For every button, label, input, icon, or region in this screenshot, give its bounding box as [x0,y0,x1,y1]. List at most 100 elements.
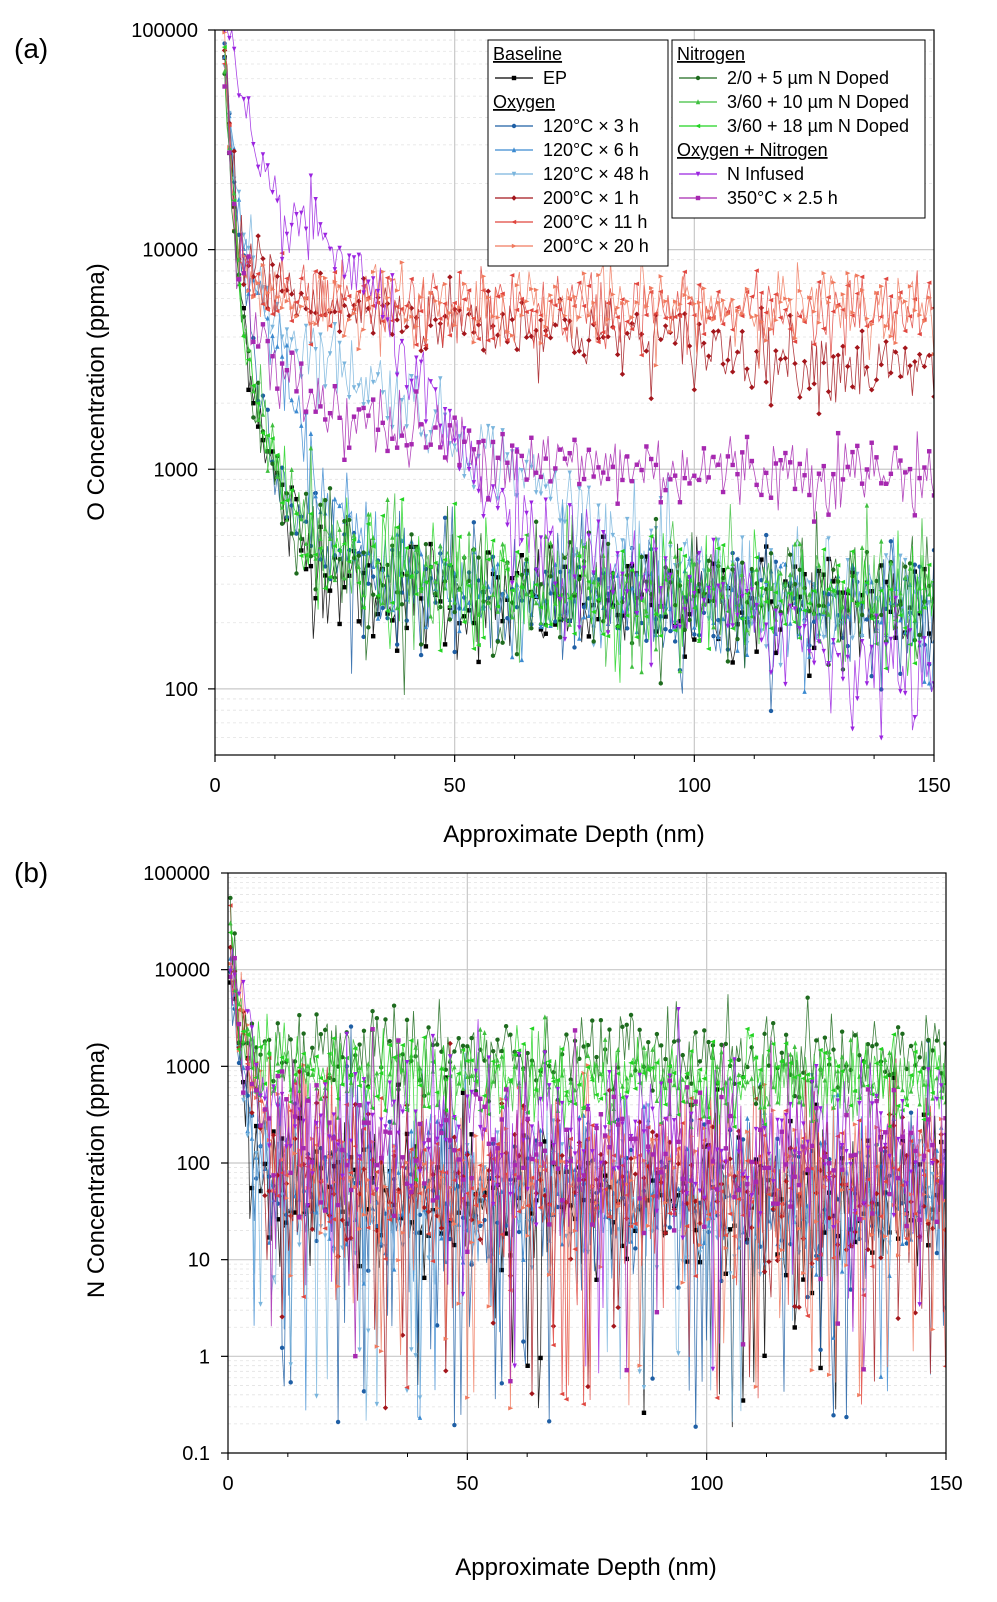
a-data-point-200-c-20-h [347,317,353,322]
b-data-point-3-60-18-m-n-doped [787,1060,793,1066]
b-data-point-3-60-10-m-n-doped [895,1083,901,1089]
a-data-point-120-c-48-h [577,485,582,491]
a-data-point-350-c-2-5-h [912,513,918,518]
a-data-point-ep [246,387,251,393]
a-data-point-3-60-18-m-n-doped [691,605,697,611]
a-data-point-2-0-5-m-n-doped [356,553,361,558]
b-data-point-350-c-2-5-h [271,1173,276,1178]
a-data-point-ep [313,596,318,601]
a-data-point-n-infused [289,222,294,228]
b-data-point-n-infused [814,1064,819,1070]
a-data-point-200-c-1-h [897,373,904,380]
a-data-point-2-0-5-m-n-doped [318,502,323,508]
a-data-point-350-c-2-5-h [490,439,496,445]
b-data-point-2-0-5-m-n-doped [900,1031,905,1037]
b-data-point-n-infused [555,1086,561,1092]
a-data-point-200-c-1-h [758,305,765,311]
a-data-point-3-60-18-m-n-doped [447,562,453,568]
b-data-point-3-60-18-m-n-doped [455,1071,461,1076]
a-data-point-200-c-11-h [840,307,846,312]
a-data-point-120-c-6-h [533,592,539,598]
b-data-point-350-c-2-5-h [930,1142,935,1148]
a-data-point-200-c-1-h [729,369,736,375]
b-data-point-120-c-48-h [516,1219,522,1225]
b-data-point-200-c-20-h [366,1177,372,1183]
a-data-point-ep [337,621,342,627]
a-data-point-350-c-2-5-h [855,443,860,449]
a-data-point-200-c-20-h [610,292,616,297]
b-data-point-200-c-11-h [766,1192,772,1197]
a-data-point-200-c-20-h [414,324,420,329]
b-data-point-3-60-10-m-n-doped [792,1044,797,1050]
b-y-tick-label: 10000 [154,960,210,982]
a-data-point-3-60-18-m-n-doped [442,557,448,562]
a-data-point-ep [711,561,716,566]
b-data-point-200-c-11-h [348,1170,354,1175]
a-data-point-120-c-6-h [519,657,524,663]
a-data-point-ep [423,644,429,649]
b-data-point-ep [409,1220,414,1225]
b-data-point-3-60-10-m-n-doped [917,1101,922,1107]
a-data-point-200-c-20-h [255,281,261,286]
a-data-point-n-infused [548,530,553,536]
a-legend-marker-120-c-6-h [511,147,517,153]
a-data-point-200-c-1-h [447,274,453,280]
a-data-point-2-0-5-m-n-doped [658,681,663,686]
a-data-point-n-infused [308,173,314,179]
a-data-point-n-infused [610,590,616,596]
b-data-point-n-infused [426,1146,431,1152]
a-data-point-200-c-20-h [490,314,496,319]
a-data-point-120-c-48-h [303,323,309,329]
a-data-point-3-60-18-m-n-doped [528,594,534,599]
a-data-point-200-c-20-h [279,305,285,311]
a-data-point-3-60-18-m-n-doped [461,619,467,625]
b-data-point-350-c-2-5-h [426,1137,431,1143]
b-x-tick-label: 100 [690,1473,723,1495]
a-data-point-200-c-1-h [658,336,664,343]
b-data-point-120-c-3-h [848,1287,853,1292]
b-data-point-120-c-6-h [624,1168,629,1174]
b-data-point-350-c-2-5-h [732,1194,737,1200]
b-data-point-350-c-2-5-h [275,1073,280,1079]
a-data-point-120-c-6-h [370,564,376,570]
a-data-point-n-infused [773,608,779,614]
b-data-point-2-0-5-m-n-doped [404,1017,410,1023]
b-data-point-350-c-2-5-h [719,1094,724,1100]
b-data-point-350-c-2-5-h [883,1130,888,1135]
a-data-point-350-c-2-5-h [366,413,371,418]
b-data-point-n-infused [714,1147,720,1153]
b-data-point-3-60-18-m-n-doped [912,1049,918,1055]
a-panel-label: (a) [14,33,48,64]
a-data-point-3-60-18-m-n-doped [542,623,548,629]
b-data-point-3-60-10-m-n-doped [736,1072,741,1078]
a-data-point-200-c-20-h [859,287,865,293]
a-data-point-120-c-48-h [557,518,563,524]
a-data-point-n-infused [586,533,592,539]
a-data-point-3-60-18-m-n-doped [624,613,630,618]
b-data-point-3-60-18-m-n-doped [856,1096,862,1101]
b-data-point-350-c-2-5-h [538,1142,543,1147]
a-data-point-3-60-18-m-n-doped [509,587,515,593]
a-data-point-3-60-10-m-n-doped [581,571,587,577]
a-data-point-2-0-5-m-n-doped [418,642,424,647]
a-data-point-120-c-48-h [903,557,908,563]
b-data-point-3-60-18-m-n-doped [598,1096,604,1101]
a-data-point-3-60-10-m-n-doped [462,553,467,559]
b-series-n-infused [228,947,946,1374]
b-data-point-n-infused [340,1173,345,1179]
a-data-point-n-infused [433,387,438,393]
b-data-point-3-60-10-m-n-doped [357,1065,362,1071]
a-data-point-120-c-48-h [768,548,774,554]
a-data-point-200-c-1-h [538,317,544,323]
b-data-point-200-c-20-h [676,1147,682,1152]
b-data-point-200-c-11-h [537,1205,543,1210]
a-data-point-n-infused [356,252,361,258]
a-data-point-3-60-10-m-n-doped [231,190,237,196]
a-data-point-3-60-10-m-n-doped [639,669,644,675]
b-data-point-ep [503,1231,509,1236]
b-data-point-3-60-18-m-n-doped [714,1080,720,1085]
a-data-point-120-c-48-h [529,464,534,470]
a-data-point-3-60-10-m-n-doped [418,588,424,594]
b-data-point-2-0-5-m-n-doped [426,1025,431,1030]
b-data-point-350-c-2-5-h [245,1065,250,1071]
